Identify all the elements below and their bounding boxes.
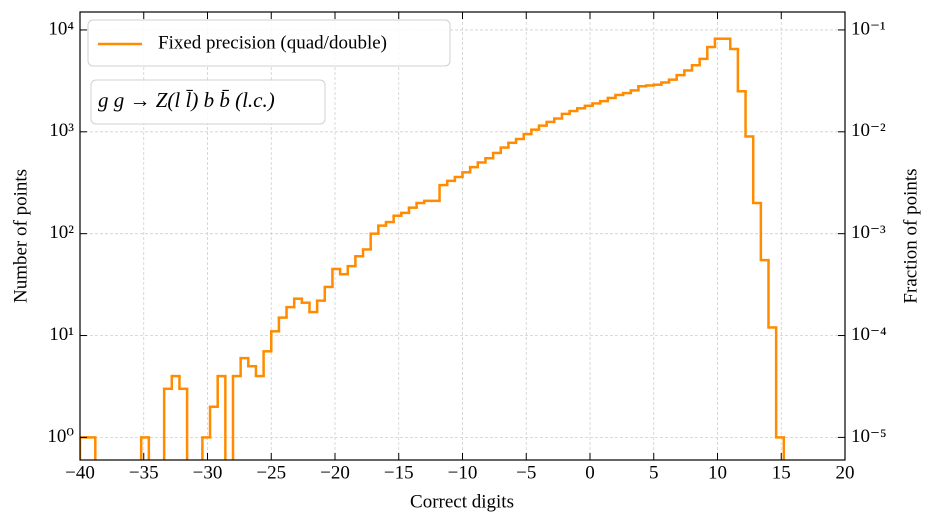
annotation-text: g g → Z(l l̄) b b̄ (l.c.) <box>98 88 275 112</box>
x-tick-label: −40 <box>65 462 95 483</box>
y-axis-label: Number of points <box>10 169 31 303</box>
y2-tick-label: 10⁻³ <box>851 222 886 243</box>
legend-label: Fixed precision (quad/double) <box>158 32 387 53</box>
x-tick-label: 15 <box>772 462 791 483</box>
y2-tick-label: 10⁻² <box>851 120 886 141</box>
annotation-box <box>90 79 326 125</box>
y2-tick-label: 10⁻⁴ <box>851 324 887 345</box>
histogram-riser <box>80 38 786 460</box>
ticks: −40 −35 −30 −25 −20 −15 −10 −5 0 5 10 15 20 10⁰ 10¹ 10²… <box>47 12 887 483</box>
x-tick-label: −20 <box>320 462 350 483</box>
x-tick-label: 20 <box>836 462 855 483</box>
y-tick-label: 10⁰ <box>47 426 74 447</box>
x-tick-label: −10 <box>448 462 478 483</box>
legend-box <box>87 19 451 67</box>
grid <box>79 12 846 460</box>
y2-tick-label: 10⁻⁵ <box>851 426 887 447</box>
x-tick-label: 10 <box>708 462 727 483</box>
x-tick-label: −35 <box>129 462 159 483</box>
y2-axis-label: Fraction of points <box>900 168 921 303</box>
x-tick-label: −15 <box>384 462 414 483</box>
y-tick-label: 10³ <box>49 120 74 141</box>
annotation: g g → Z(l l̄) b b̄ (l.c.) <box>90 79 326 125</box>
x-axis-label: Correct digits <box>410 491 514 512</box>
y-tick-label: 10⁴ <box>48 18 74 39</box>
y2-tick-label: 10⁻¹ <box>851 18 886 39</box>
x-tick-label: −30 <box>193 462 223 483</box>
x-tick-label: −5 <box>516 462 536 483</box>
y-tick-label: 10² <box>49 222 74 243</box>
y-tick-label: 10¹ <box>49 324 74 345</box>
x-tick-label: 5 <box>649 462 659 483</box>
x-tick-label: −25 <box>256 462 286 483</box>
x-tick-label: 0 <box>585 462 595 483</box>
legend: Fixed precision (quad/double) <box>87 19 451 67</box>
plot-data <box>80 37 786 460</box>
